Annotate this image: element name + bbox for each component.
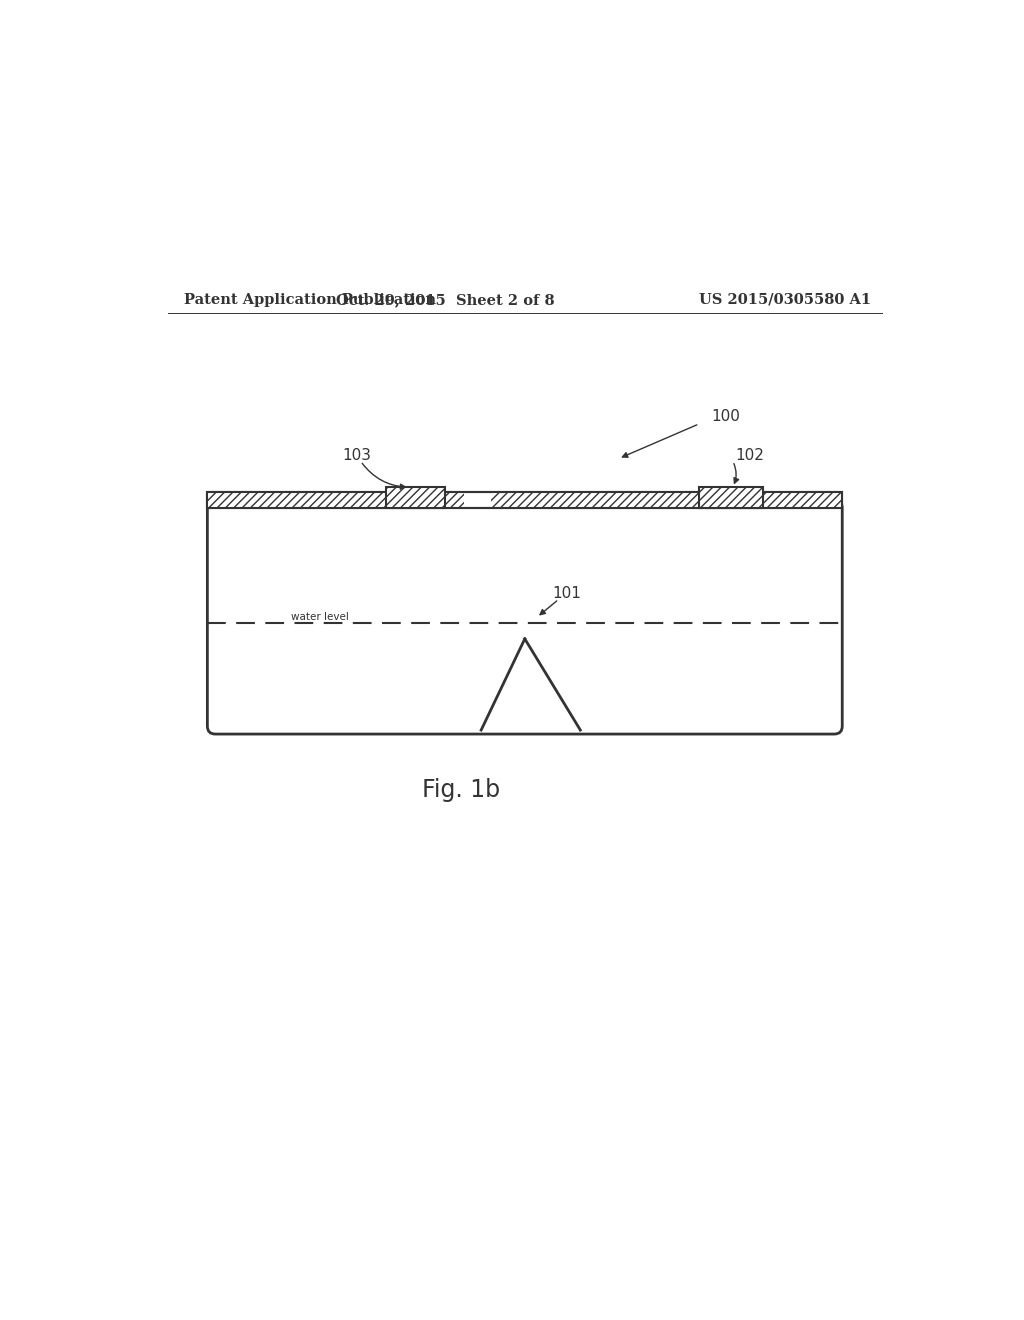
Bar — [207, 492, 386, 508]
Text: 101: 101 — [553, 586, 582, 601]
Text: 103: 103 — [342, 447, 372, 463]
Bar — [727, 492, 842, 508]
Text: 102: 102 — [735, 447, 764, 463]
FancyBboxPatch shape — [207, 500, 842, 734]
Bar — [386, 487, 445, 508]
Text: US 2015/0305580 A1: US 2015/0305580 A1 — [699, 293, 871, 308]
Bar — [699, 487, 763, 508]
Text: Oct. 29, 2015  Sheet 2 of 8: Oct. 29, 2015 Sheet 2 of 8 — [336, 293, 555, 308]
FancyArrowPatch shape — [362, 463, 406, 490]
FancyArrowPatch shape — [540, 601, 557, 615]
Text: water level: water level — [291, 611, 348, 622]
Text: Fig. 1b: Fig. 1b — [422, 777, 501, 801]
Bar — [386, 487, 445, 508]
FancyArrowPatch shape — [734, 463, 738, 483]
Bar — [699, 487, 763, 508]
Bar — [207, 492, 843, 508]
FancyArrowPatch shape — [623, 425, 697, 457]
Text: 100: 100 — [712, 409, 740, 424]
Text: Patent Application Publication: Patent Application Publication — [183, 293, 435, 308]
Bar — [207, 492, 843, 508]
Bar — [492, 492, 699, 508]
Bar — [418, 492, 464, 508]
